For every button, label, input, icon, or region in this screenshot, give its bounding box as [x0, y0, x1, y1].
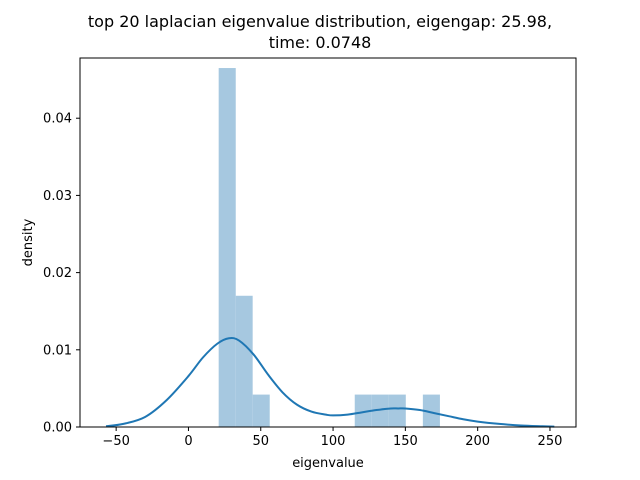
x-axis-ticks: −50 0 50 100 150 200 250 [102, 427, 562, 449]
y-tick-label: 0.03 [43, 189, 72, 204]
histogram-bar [388, 394, 406, 427]
chart-title-line2: time: 0.0748 [268, 33, 372, 52]
y-axis-label: density [21, 218, 36, 266]
axes-frame [79, 57, 577, 428]
kde-curve [105, 336, 555, 428]
histogram-bars [218, 68, 440, 427]
histogram-bar [354, 394, 372, 427]
y-tick-label: 0.01 [43, 343, 72, 358]
chart-title-line1: top 20 laplacian eigenvalue distribution… [87, 12, 553, 31]
x-tick-label: −50 [102, 434, 129, 449]
histogram-bar [252, 394, 270, 427]
x-tick-label: 250 [538, 434, 563, 449]
histogram-bar [235, 295, 253, 427]
x-tick-label: 100 [321, 434, 346, 449]
y-axis-ticks: 0.00 0.01 0.02 0.03 0.04 [43, 112, 80, 436]
histogram-bar [422, 394, 440, 427]
x-axis-label: eigenvalue [292, 456, 364, 471]
histogram-bar [218, 68, 236, 427]
y-tick-label: 0.00 [43, 421, 72, 436]
x-tick-label: 200 [465, 434, 490, 449]
y-tick-label: 0.04 [43, 112, 72, 127]
x-tick-label: 0 [184, 434, 192, 449]
x-tick-label: 150 [393, 434, 418, 449]
histogram-bar [371, 394, 389, 427]
x-tick-label: 50 [252, 434, 269, 449]
y-tick-label: 0.02 [43, 266, 72, 281]
